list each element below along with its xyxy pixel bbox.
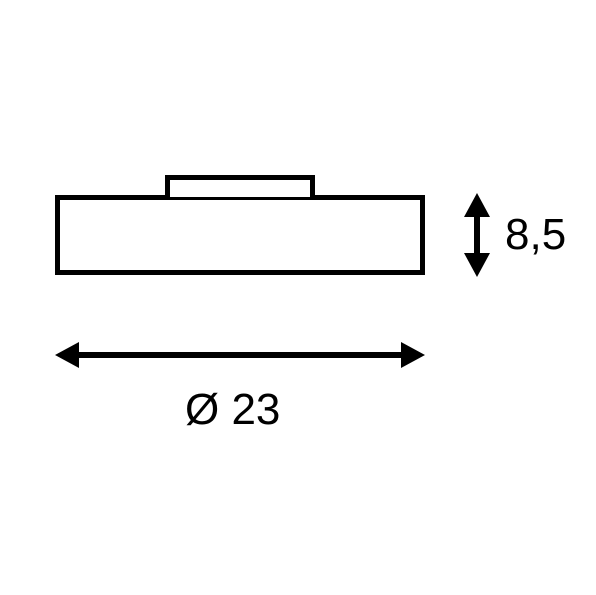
diameter-arrow-head-right [401,342,425,368]
height-arrow-line [474,211,480,259]
diameter-arrow-line [73,352,407,358]
height-arrow-head-down [464,253,490,277]
height-arrow-head-up [464,193,490,217]
diameter-arrow-head-left [55,342,79,368]
product-top-step [165,175,315,197]
height-label: 8,5 [505,210,566,260]
diameter-label: Ø 23 [185,385,280,435]
product-body-rect [55,195,425,275]
dimension-diagram: Ø 23 8,5 [0,0,596,595]
